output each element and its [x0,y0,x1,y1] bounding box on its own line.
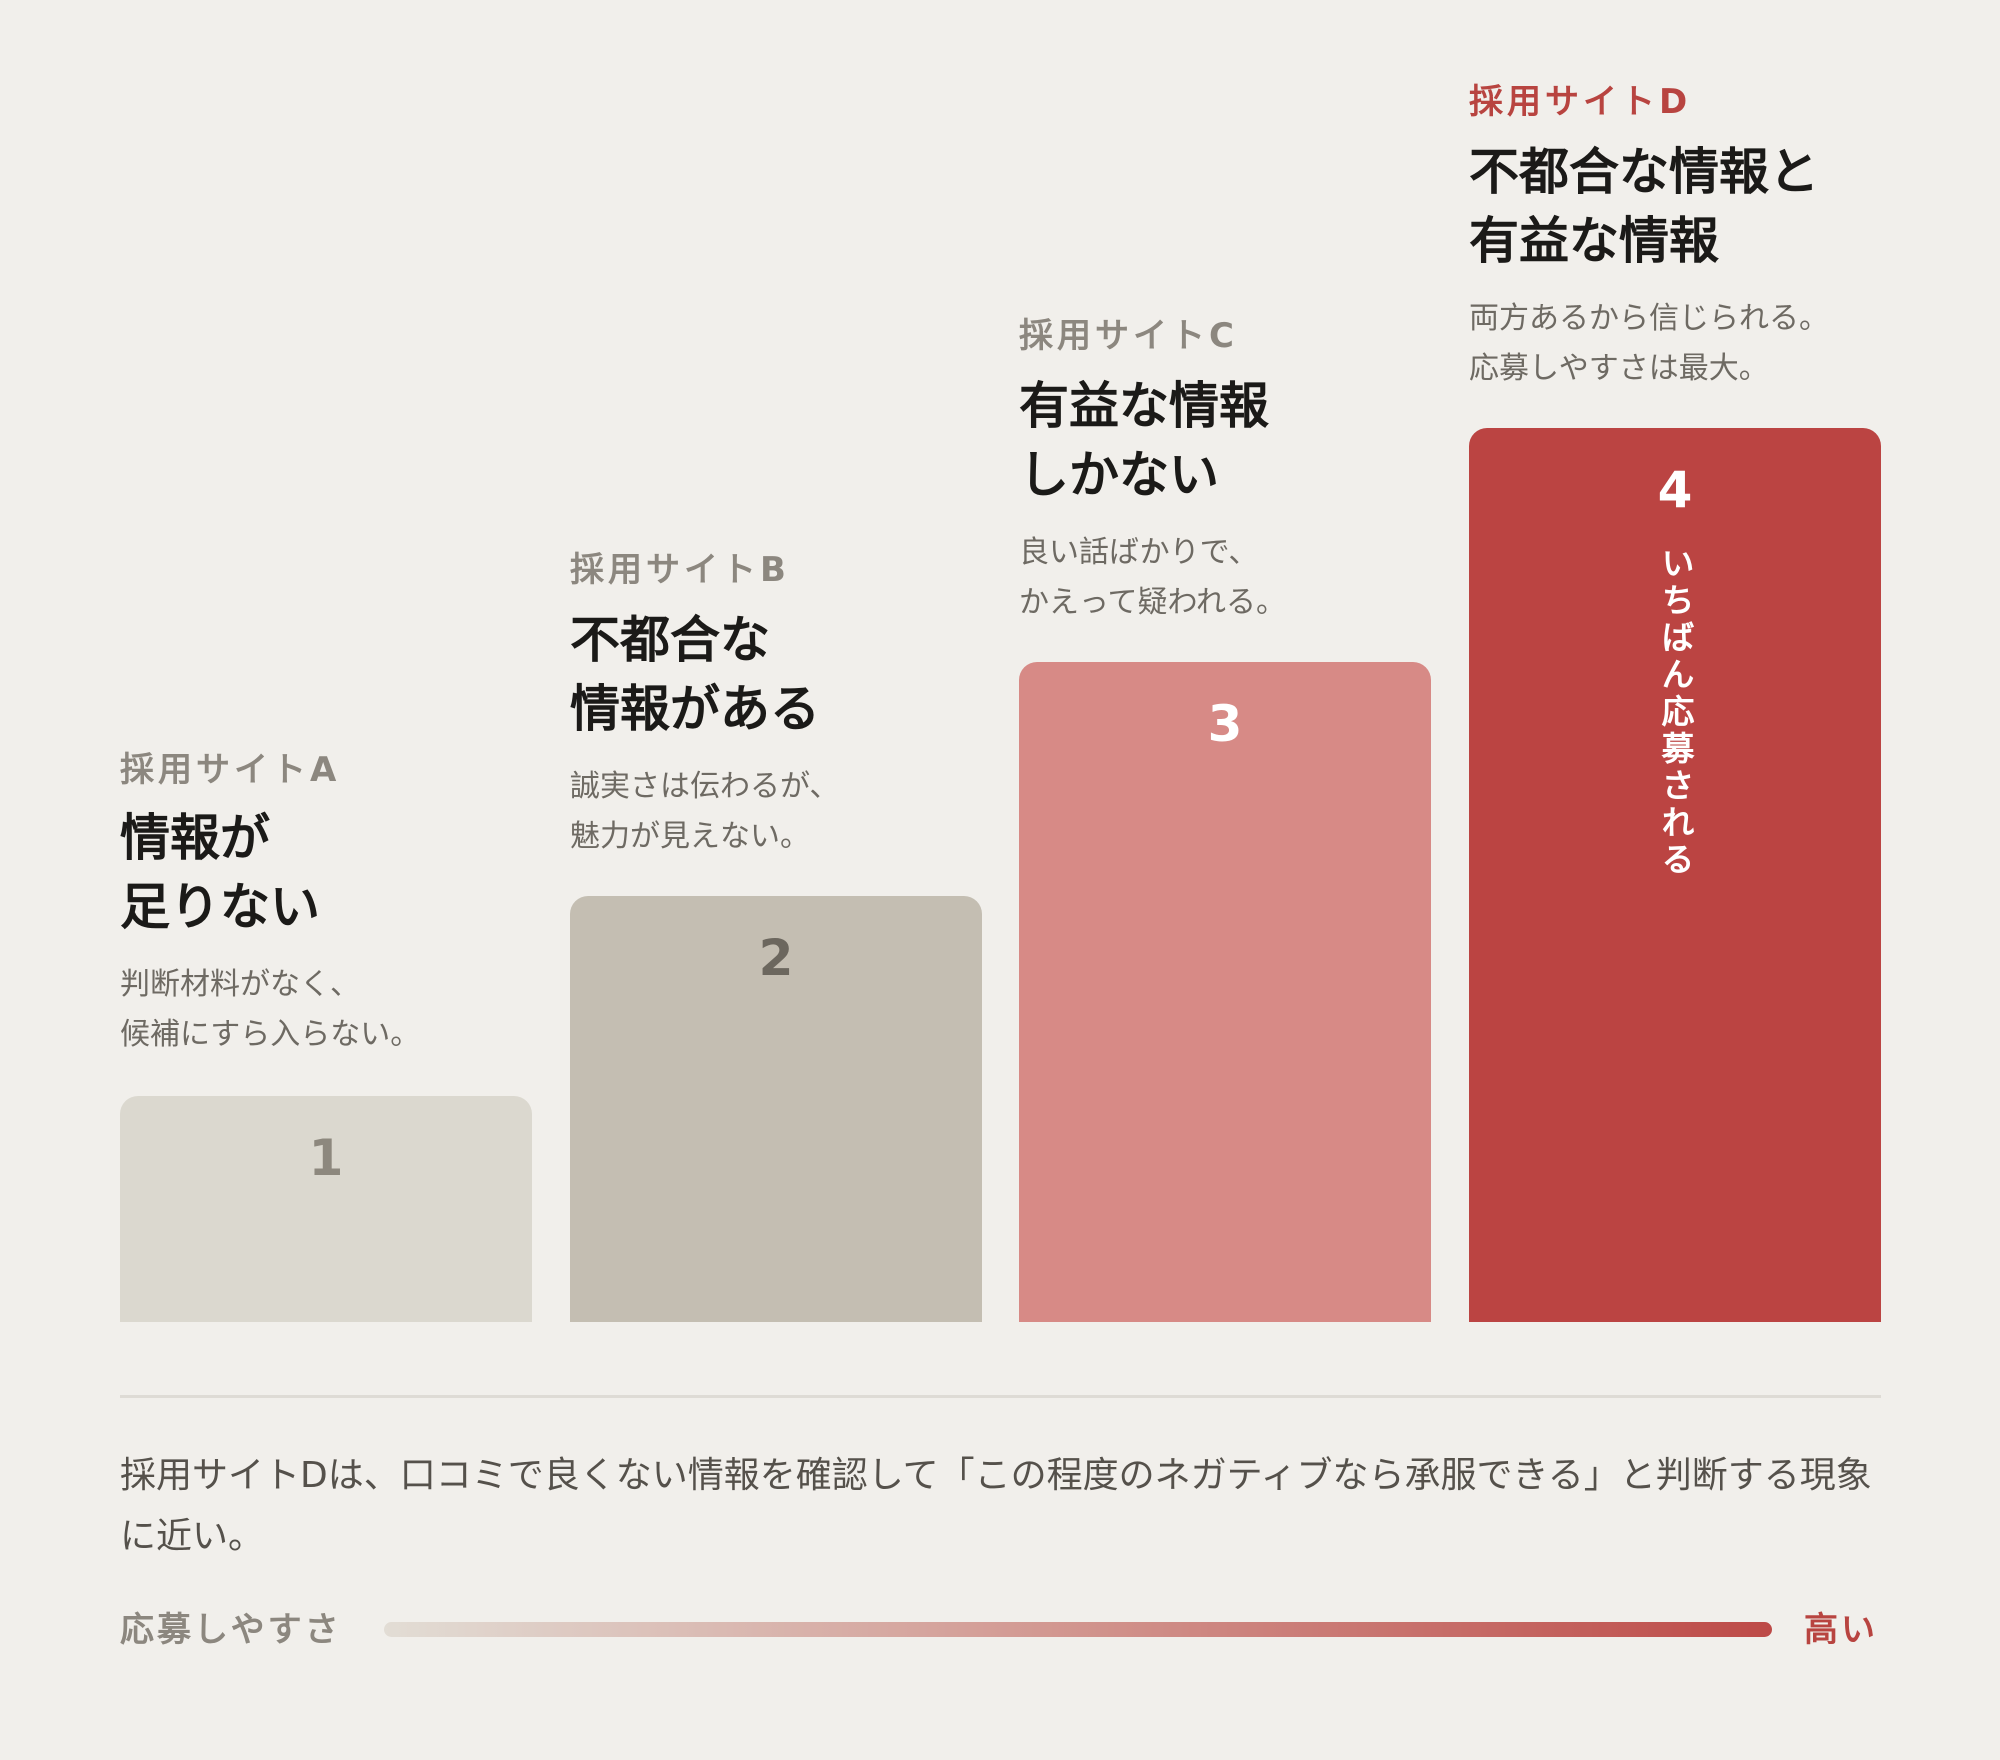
headline: 有益な情報 しかない [1019,372,1269,510]
site-label: 採用サイトA [120,750,341,790]
headline-line: 不都合な [570,611,770,669]
scale-gradient-bar [384,1622,1772,1637]
headline: 不都合な 情報がある [570,606,820,744]
scale-high-label: 高い [1804,1610,1878,1650]
description: 良い話ばかりで、 かえって疑われる。 [1019,528,1286,628]
headline-line: 情報がある [570,680,820,738]
description: 両方あるから信じられる。 応募しやすさは最大。 [1469,294,1829,394]
bar-site-d: 4 いちばん応募される [1469,428,1881,1322]
description-line: 良い話ばかりで、 [1019,535,1259,570]
bar-site-a: 1 [120,1096,532,1322]
site-label: 採用サイトD [1469,82,1692,122]
bar-caption: いちばん応募される [1656,546,1695,879]
headline: 情報が 足りない [120,804,320,942]
description-line: 判断材料がなく、 [120,967,360,1002]
description-line: 応募しやすさは最大。 [1469,351,1769,386]
description-line: 誠実さは伝わるが、 [570,769,840,804]
bar-site-c: 3 [1019,662,1431,1322]
note-text: 採用サイトDは、口コミで良くない情報を確認して「この程度のネガティブなら承服でき… [120,1455,1872,1557]
description: 判断材料がなく、 候補にすら入らない。 [120,960,420,1060]
headline-line: 情報が [120,809,270,867]
rank-number: 3 [1207,695,1243,753]
description-line: 魅力が見えない。 [570,819,810,854]
headline-line: 不都合な情報と [1469,143,1819,201]
bar-site-b: 2 [570,896,982,1322]
scale-label: 応募しやすさ [120,1610,342,1650]
description-line: 候補にすら入らない。 [120,1017,421,1052]
headline: 不都合な情報と 有益な情報 [1469,138,1819,276]
description: 誠実さは伝わるが、 魅力が見えない。 [570,762,839,862]
site-label: 採用サイトB [570,550,790,590]
rank-number: 4 [1657,461,1693,519]
description-line: かえって疑われる。 [1019,585,1286,620]
divider [120,1395,1881,1398]
headline-line: 足りない [120,878,320,936]
headline-line: 有益な情報 [1019,377,1269,435]
description-line: 両方あるから信じられる。 [1469,301,1829,336]
rank-number: 1 [308,1129,344,1187]
headline-line: 有益な情報 [1469,212,1719,270]
site-label: 採用サイトC [1019,316,1238,356]
headline-line: しかない [1019,446,1219,504]
rank-number: 2 [758,929,794,987]
